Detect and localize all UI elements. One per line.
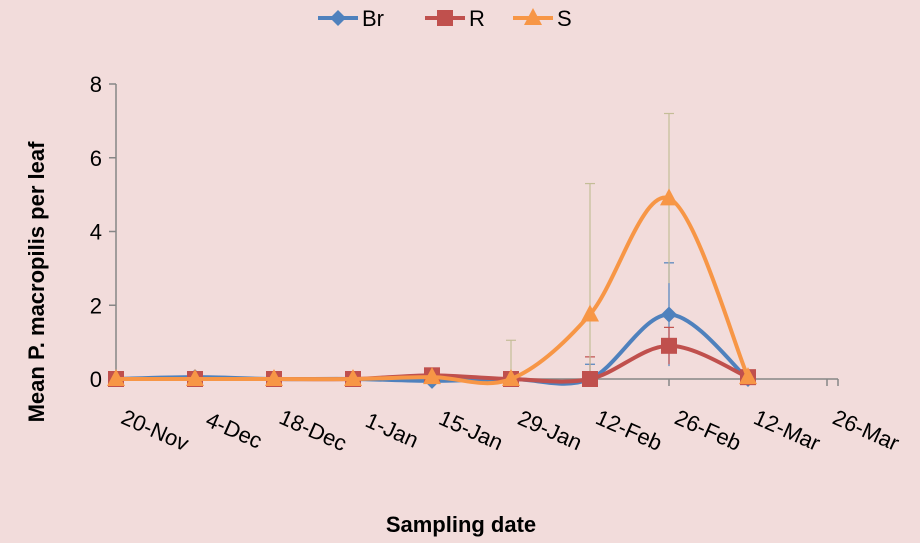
x-tick-label: 12-Mar (750, 405, 824, 456)
legend: Br R S (318, 6, 572, 31)
legend-label-s: S (557, 6, 572, 31)
x-tick-label: 29-Jan (514, 405, 586, 455)
legend-label-br: Br (362, 6, 384, 31)
x-tick-label: 12-Feb (592, 405, 666, 456)
y-tick-label: 2 (90, 293, 102, 318)
x-tick-label: 20-Nov (118, 404, 193, 456)
data-point-r (582, 371, 598, 387)
legend-marker-r (437, 10, 453, 26)
data-point-br (661, 306, 677, 323)
x-tick-label: 4-Dec (202, 407, 266, 454)
x-tick-label: 15-Jan (435, 405, 507, 455)
x-tick-label: 18-Dec (276, 404, 351, 456)
y-tick-label: 0 (90, 367, 102, 392)
data-point-s (502, 369, 520, 386)
data-point-s (107, 369, 125, 386)
y-axis-title: Mean P. macropilis per leaf (24, 141, 49, 422)
x-axis-title: Sampling date (386, 512, 536, 537)
series-line-s (115, 195, 750, 386)
error-bars (506, 112, 674, 379)
data-point-s (739, 367, 757, 385)
data-point-s (581, 304, 599, 322)
x-tick-label: 26-Feb (671, 405, 745, 456)
y-tick-label: 4 (90, 220, 102, 245)
data-point-r (661, 337, 677, 354)
x-tick-label: 1-Jan (362, 408, 422, 453)
series-group (107, 188, 757, 389)
y-tick-label: 8 (90, 72, 102, 97)
legend-label-r: R (469, 6, 485, 31)
legend-marker-s (524, 8, 542, 25)
y-tick-label: 6 (90, 146, 102, 171)
legend-marker-br (330, 10, 346, 26)
data-point-s (423, 367, 441, 385)
data-point-s (186, 369, 204, 386)
data-point-s (265, 369, 283, 386)
x-tick-label: 26-Mar (829, 405, 903, 456)
data-point-s (660, 188, 678, 206)
data-point-s (344, 369, 362, 386)
